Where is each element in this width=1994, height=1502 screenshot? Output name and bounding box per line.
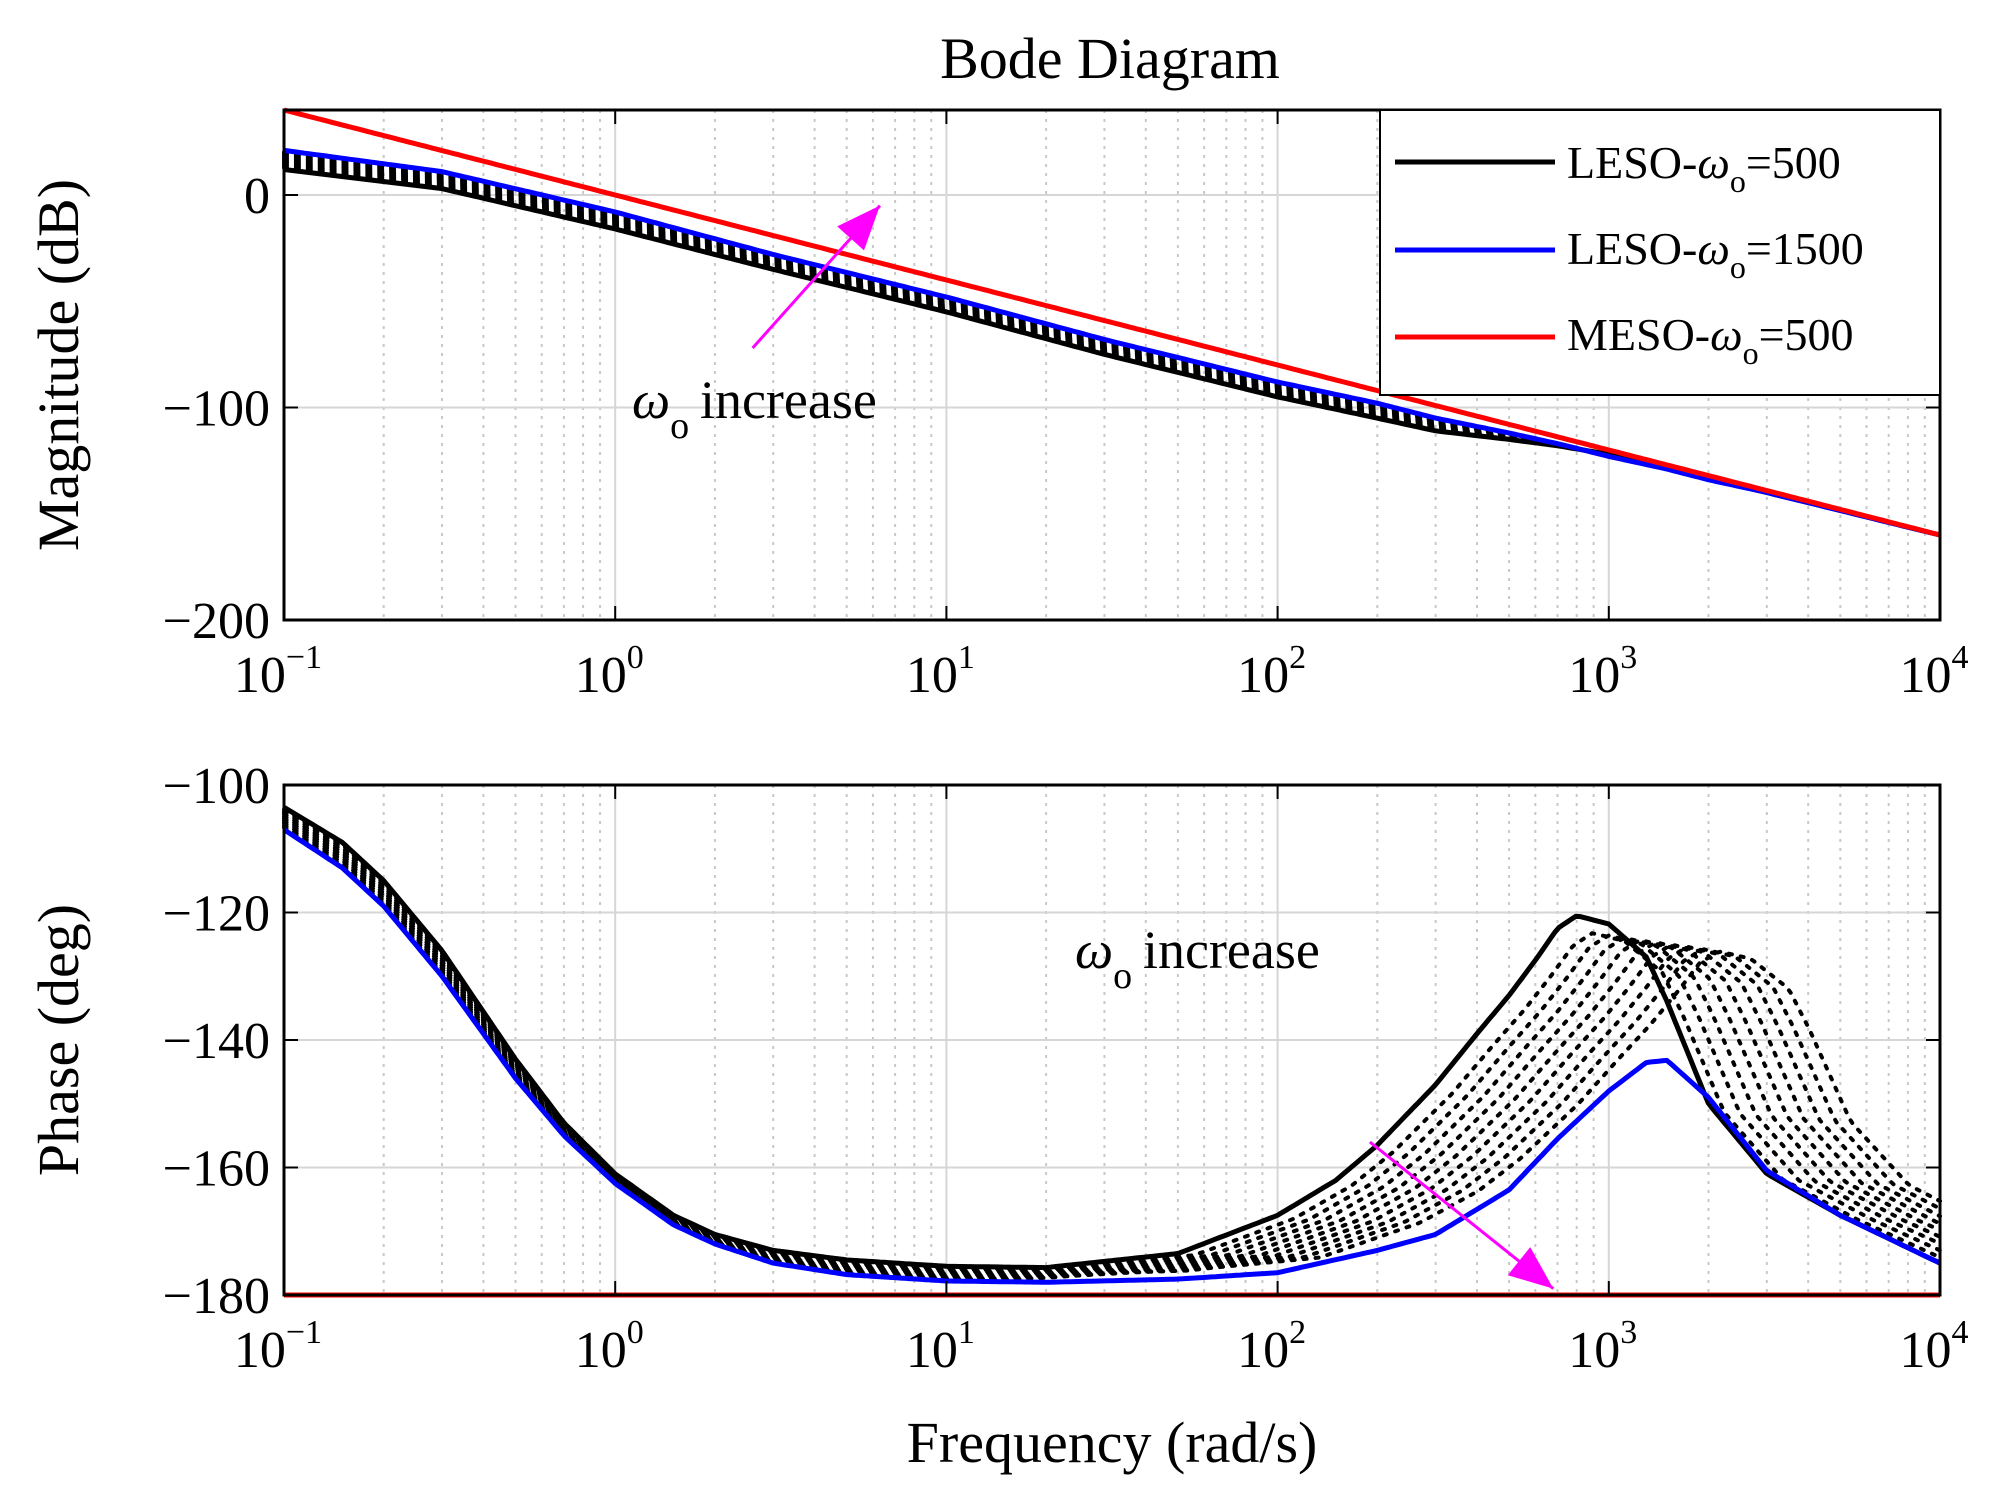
annotation-arrow-head <box>837 205 880 251</box>
phase-grid <box>283 784 1941 1296</box>
x-tick-label: 10−1 <box>234 1314 322 1379</box>
magnitude-y-label: Magnitude (dB) <box>26 179 91 551</box>
chart-title: Bode Diagram <box>940 26 1280 91</box>
legend-entry: LESO-ωo=500 <box>1395 137 1841 199</box>
x-tick-label: 102 <box>1237 639 1306 704</box>
annotation-label: ωo increase <box>632 370 877 447</box>
y-tick-label: −120 <box>163 886 270 943</box>
x-tick-label: 103 <box>1568 1314 1637 1379</box>
series-line-1 <box>283 147 1941 538</box>
series-line-2 <box>283 107 1941 538</box>
y-tick-label: −200 <box>163 593 270 650</box>
magnitude-panel: 0 −100 −200 10−1 100 101 102 103 104 Magnitude … <box>26 107 1969 704</box>
y-tick-label: −160 <box>163 1141 270 1198</box>
y-tick-label: −100 <box>163 381 270 438</box>
y-tick-label: 0 <box>244 168 270 225</box>
x-tick-label: 100 <box>575 1314 644 1379</box>
phase-panel: −100 −120 −140 −160 −180 10−1 100 101 102 103 104… <box>26 758 1969 1379</box>
x-tick-label: 103 <box>1568 639 1637 704</box>
y-tick-label: −100 <box>163 758 270 815</box>
phase-annotation: ωo increase <box>1075 920 1555 1290</box>
series-line-1 <box>282 827 1942 1285</box>
legend-label: MESO-ωo=500 <box>1567 309 1854 371</box>
phase-y-label: Phase (deg) <box>26 904 91 1176</box>
magnitude-annotation: ωo increase <box>632 204 882 447</box>
x-tick-label: 101 <box>906 1314 975 1379</box>
annotation-label: ωo increase <box>1075 920 1320 997</box>
x-tick-label: 100 <box>575 639 644 704</box>
phase-x-ticks: 10−1 100 101 102 103 104 <box>234 785 1969 1379</box>
x-axis-label: Frequency (rad/s) <box>907 1410 1318 1475</box>
x-tick-label: 101 <box>906 639 975 704</box>
legend-label: LESO-ωo=500 <box>1567 137 1841 199</box>
x-tick-label: 104 <box>1900 639 1969 704</box>
x-tick-label: 10−1 <box>234 639 322 704</box>
annotation-arrow-head <box>1507 1247 1554 1289</box>
x-tick-label: 102 <box>1237 1314 1306 1379</box>
magnitude-y-ticks: 0 −100 −200 <box>163 168 1940 650</box>
legend-label: LESO-ωo=1500 <box>1567 223 1864 285</box>
legend-entry: LESO-ωo=1500 <box>1395 223 1864 285</box>
legend: LESO-ωo=500 LESO-ωo=1500 MESO-ωo=500 <box>1379 109 1941 396</box>
intermediate-curve <box>282 812 1942 1274</box>
x-tick-label: 104 <box>1900 1314 1969 1379</box>
magnitude-series <box>283 107 1941 538</box>
series-line-0 <box>282 805 1942 1271</box>
y-tick-label: −140 <box>163 1013 270 1070</box>
phase-y-ticks: −100 −120 −140 −160 −180 <box>163 758 1940 1325</box>
y-tick-label: −180 <box>163 1268 270 1325</box>
legend-entry: MESO-ωo=500 <box>1395 309 1854 371</box>
magnitude-x-ticks: 10−1 100 101 102 103 104 <box>234 110 1969 704</box>
